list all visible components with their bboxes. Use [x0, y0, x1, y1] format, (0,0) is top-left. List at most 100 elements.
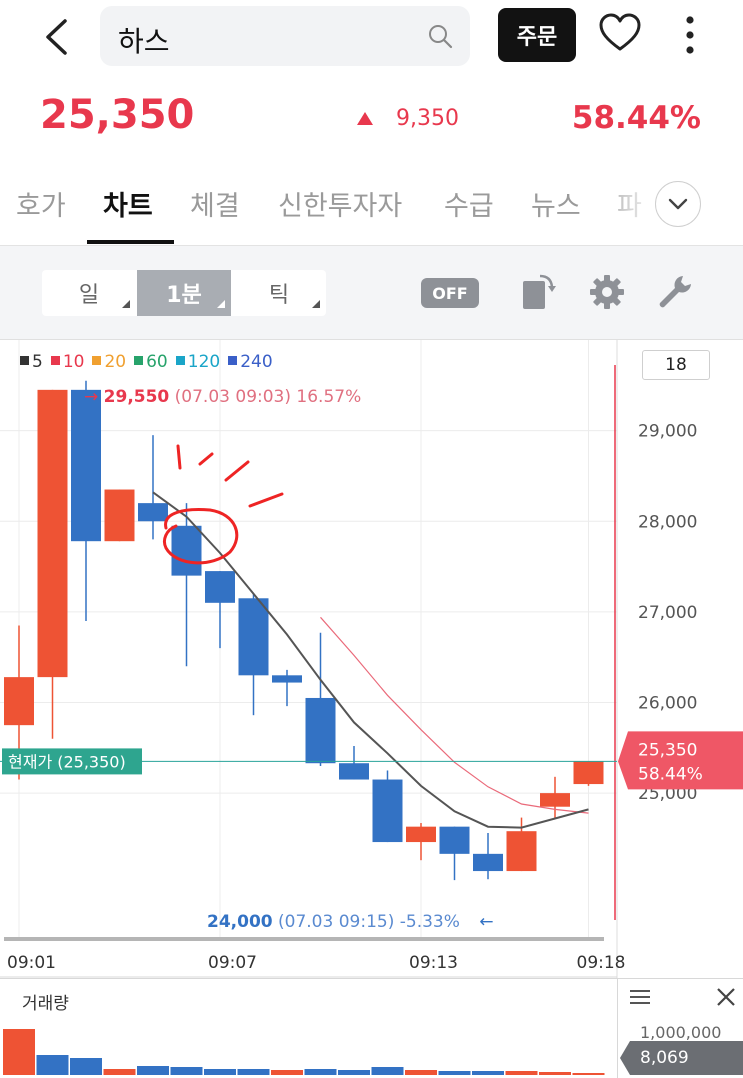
low-detail: (07.03 09:15) -5.33%: [278, 912, 460, 932]
x-axis-ticks: 09:01 09:07 09:13 09:18: [7, 953, 626, 973]
heart-icon[interactable]: [598, 12, 642, 56]
wrench-icon[interactable]: [655, 272, 695, 312]
volume-bar: [304, 1069, 337, 1075]
volume-max-label: 1,000,000: [640, 1023, 722, 1042]
x-tick-label: 09:18: [577, 953, 626, 973]
candle: [573, 761, 604, 786]
svg-text:→ 29,550 (07.03 09:03) 16.57%: → 29,550 (07.03 09:03) 16.57%: [84, 387, 361, 407]
up-triangle-icon: [357, 112, 373, 125]
candle: [171, 503, 202, 667]
y-tick-label: 29,000: [638, 422, 697, 442]
y-axis-count-input[interactable]: 18: [642, 350, 710, 380]
volume-bar: [438, 1071, 471, 1075]
tab-bar: 호가 차트 체결 신한투자자 수급 뉴스 파: [0, 168, 743, 246]
search-box[interactable]: 하스: [100, 6, 470, 66]
top-bar: 하스 주문: [0, 0, 743, 78]
volume-bar: [170, 1067, 203, 1075]
search-icon[interactable]: [426, 22, 454, 50]
y-tick-label: 26,000: [638, 694, 697, 714]
volume-bar: [204, 1069, 236, 1075]
price-change: 9,350: [396, 106, 459, 131]
chevron-left-icon: [46, 19, 67, 55]
tab-underline: [87, 240, 174, 244]
tab-trades[interactable]: 체결: [190, 191, 240, 222]
legend-ma240[interactable]: 240: [228, 352, 273, 372]
more-vertical-icon[interactable]: [672, 10, 708, 60]
search-input[interactable]: 하스: [118, 25, 170, 58]
period-day-button[interactable]: 일: [42, 270, 136, 316]
close-icon[interactable]: [714, 985, 738, 1009]
badge-price: 25,350: [638, 740, 697, 760]
volume-bar: [237, 1069, 270, 1075]
ma10-line: [320, 616, 589, 814]
badge-percent: 58.44%: [638, 764, 703, 784]
tab-chart[interactable]: 차트: [103, 191, 153, 222]
candle: [339, 746, 369, 780]
x-tick-label: 09:07: [208, 953, 257, 973]
volume-bar: [405, 1070, 437, 1075]
volume-bar: [472, 1071, 504, 1075]
period-selector: 일 1분 틱: [42, 270, 326, 316]
back-button[interactable]: [34, 14, 78, 60]
legend-ma20[interactable]: 20: [92, 352, 126, 372]
volume-label: 거래량: [22, 994, 69, 1014]
y-tick-label: 27,000: [638, 603, 697, 623]
current-price-badge: 25,350 58.44%: [618, 731, 743, 790]
legend-ma5[interactable]: 5: [20, 352, 43, 372]
tab-supply-demand[interactable]: 수급: [444, 191, 494, 222]
volume-bar: [271, 1070, 303, 1075]
hand-drawn-circle: [162, 444, 284, 565]
volume-bar: [572, 1073, 605, 1075]
price-change-percent: 58.44%: [571, 100, 701, 136]
volume-bar: [371, 1067, 404, 1075]
legend-ma120[interactable]: 120: [175, 352, 220, 372]
overlay-toggle[interactable]: OFF: [421, 278, 479, 308]
legend-ma60[interactable]: 60: [134, 352, 168, 372]
menu-icon[interactable]: [628, 987, 652, 1007]
candle: [37, 389, 68, 739]
candle: [473, 833, 503, 880]
period-tick-button[interactable]: 틱: [232, 270, 326, 316]
candle: [506, 817, 537, 872]
candle: [104, 489, 135, 542]
legend-ma10[interactable]: 10: [50, 352, 84, 372]
high-detail: (07.03 09:03) 16.57%: [175, 387, 362, 407]
tab-orderbook[interactable]: 호가: [16, 191, 66, 222]
y-tick-label: 28,000: [638, 512, 697, 532]
volume-bar: [70, 1058, 102, 1075]
current-price-line: 현재가 (25,350): [0, 748, 617, 775]
volume-bar: [36, 1055, 69, 1075]
high-value: 29,550: [104, 387, 170, 407]
volume-chart: [3, 1029, 605, 1075]
current-price: 25,350: [40, 92, 195, 138]
svg-text:24,000 (07.03 09:15) -5.33% ←: 24,000 (07.03 09:15) -5.33% ←: [207, 912, 494, 932]
volume-bar: [338, 1070, 370, 1075]
volume-bar: [137, 1066, 169, 1075]
volume-divider: [617, 979, 618, 1078]
candle: [372, 770, 403, 843]
period-1min-button[interactable]: 1분: [137, 270, 231, 316]
candle: [238, 593, 269, 716]
ma-legend: 5 10 20 60 120 240: [20, 352, 273, 372]
x-scrollbar[interactable]: [4, 937, 604, 941]
candle: [71, 380, 101, 621]
rotate-screen-icon[interactable]: [518, 272, 558, 312]
candle: [272, 669, 302, 707]
candle: [305, 632, 336, 766]
order-button[interactable]: 주문: [498, 8, 576, 62]
candle: [540, 776, 570, 818]
volume-bar: [3, 1029, 35, 1075]
candle: [439, 826, 470, 881]
candle: [138, 435, 168, 540]
tab-shinhan-investors[interactable]: 신한투자자: [278, 191, 403, 222]
moving-averages: [152, 491, 589, 829]
chevron-down-icon: [668, 198, 688, 210]
tab-expand-button[interactable]: [655, 181, 701, 227]
low-value: 24,000: [207, 912, 273, 932]
volume-current-badge: 8,069: [620, 1041, 743, 1075]
tab-news[interactable]: 뉴스: [531, 191, 581, 222]
tab-fade: [590, 168, 660, 244]
gear-icon[interactable]: [587, 272, 627, 312]
ma5-line: [152, 491, 589, 829]
